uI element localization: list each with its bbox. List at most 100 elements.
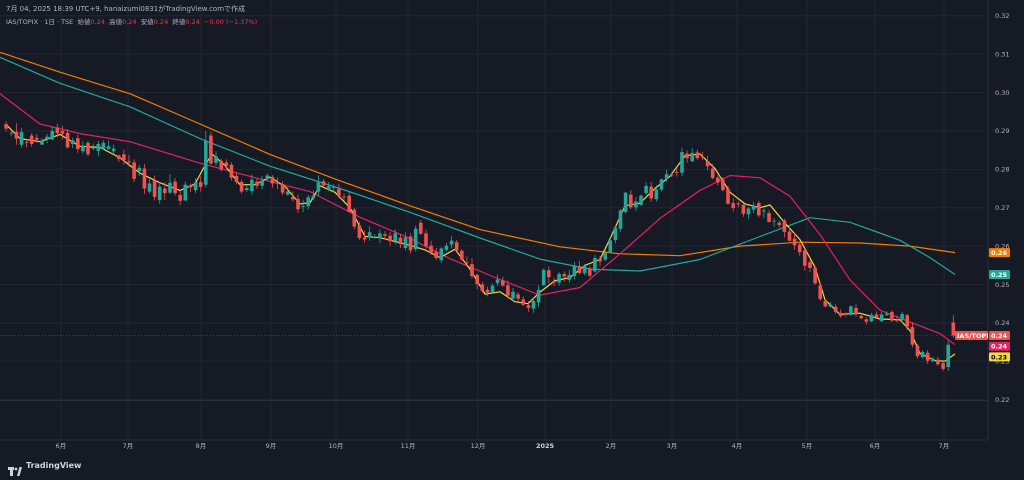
candle xyxy=(117,154,121,163)
candle-body xyxy=(536,289,541,303)
candle-body xyxy=(669,174,674,176)
candle-body xyxy=(874,314,879,318)
candle-body xyxy=(19,132,24,145)
candle-body xyxy=(419,222,423,234)
candle-body xyxy=(547,270,551,278)
candle-body xyxy=(326,186,331,191)
candle-body xyxy=(296,198,300,210)
candle-body xyxy=(490,285,495,293)
candle xyxy=(557,272,561,286)
candle xyxy=(373,234,377,239)
candle xyxy=(695,149,700,160)
candle xyxy=(260,175,264,190)
candle xyxy=(296,194,300,214)
high-value: 0.24 xyxy=(122,18,137,26)
candle xyxy=(188,183,193,192)
candle xyxy=(864,317,869,325)
candle-body xyxy=(163,188,167,194)
candle-body xyxy=(214,156,218,163)
candle-body xyxy=(449,240,454,245)
candle xyxy=(81,141,85,154)
candle-body xyxy=(552,281,556,283)
x-tick-label: 6月 xyxy=(870,442,881,450)
candle-body xyxy=(168,182,172,193)
candle-body xyxy=(373,236,377,238)
tradingview-branding[interactable]: TradingView xyxy=(8,458,81,476)
tradingview-logo-icon xyxy=(8,461,22,476)
price-axis[interactable]: 0.32 0.31 0.30 0.29 0.28 0.27 0.26 0.25 0.24 0.23… xyxy=(995,12,1009,404)
candle-body xyxy=(383,234,387,236)
candle-body xyxy=(285,191,290,195)
candle-body xyxy=(623,192,628,212)
candle-body xyxy=(649,186,653,199)
candle-body xyxy=(562,274,566,277)
x-tick-label: 2月 xyxy=(606,442,617,450)
symbol-legend[interactable]: IAS/TOPIX · 1日 · TSE 始値0.24 高値0.24 安値0.2… xyxy=(6,16,257,28)
candle xyxy=(623,191,628,214)
candle xyxy=(818,281,822,301)
candle xyxy=(270,175,275,188)
candle xyxy=(562,271,566,282)
candle xyxy=(854,304,858,317)
candle-body xyxy=(35,137,39,140)
candle-body xyxy=(439,248,444,261)
candle-body xyxy=(475,274,479,285)
candle xyxy=(50,126,54,141)
symbol-title[interactable]: IAS/TOPIX · 1日 · TSE xyxy=(6,18,74,26)
x-tick-label: 3月 xyxy=(667,442,678,450)
candle xyxy=(751,202,756,214)
candle-body xyxy=(838,312,843,316)
candle xyxy=(787,226,792,242)
candle xyxy=(209,131,213,165)
candle xyxy=(705,155,710,171)
candle-body xyxy=(726,188,730,204)
candle-body xyxy=(557,274,561,283)
candle xyxy=(29,133,34,147)
candle-body xyxy=(511,291,515,299)
candle-body xyxy=(797,244,802,253)
candle xyxy=(931,356,935,363)
candle-body xyxy=(178,195,182,201)
candle-body xyxy=(526,305,531,308)
candle xyxy=(111,144,116,155)
candle xyxy=(639,194,643,206)
candle-body xyxy=(695,152,700,159)
header-separator: , xyxy=(99,5,105,13)
candle xyxy=(803,248,807,271)
candle-body xyxy=(29,135,34,144)
price-tag-text: 0.24 xyxy=(991,332,1008,340)
x-tick-label: 9月 xyxy=(266,442,277,450)
candle-body xyxy=(393,233,397,242)
x-tick-label: 2025 xyxy=(536,442,555,450)
time-axis[interactable]: 6月 7月 8月 9月 10月 11月 12月 2025 2月 3月 4月 5月 6月 7月 xyxy=(56,442,950,450)
x-tick-label: 10月 xyxy=(329,442,344,450)
candle xyxy=(70,137,75,148)
x-tick-label: 5月 xyxy=(802,442,813,450)
y-tick-label: 0.26 xyxy=(995,242,1009,250)
candle xyxy=(716,175,720,186)
x-tick-label: 11月 xyxy=(401,442,416,450)
candle-body xyxy=(603,252,607,260)
candle-body xyxy=(828,304,833,307)
candle xyxy=(311,190,316,201)
candle-body xyxy=(541,269,546,286)
candle xyxy=(613,225,618,244)
candle-body xyxy=(941,363,945,369)
candle xyxy=(649,181,653,202)
ma-line-ma_longest xyxy=(0,51,956,257)
candle-body xyxy=(398,237,403,245)
candle-body xyxy=(337,188,341,196)
candle-body xyxy=(147,183,152,192)
candle-body xyxy=(951,322,956,336)
candle xyxy=(552,277,556,286)
candle-body xyxy=(634,201,638,208)
candle xyxy=(14,123,19,145)
candle-body xyxy=(444,245,449,250)
candle-body xyxy=(920,352,925,357)
candle xyxy=(629,190,633,210)
candle xyxy=(444,243,449,252)
candle xyxy=(413,225,418,252)
candle xyxy=(255,178,259,189)
candle-body xyxy=(869,314,874,322)
